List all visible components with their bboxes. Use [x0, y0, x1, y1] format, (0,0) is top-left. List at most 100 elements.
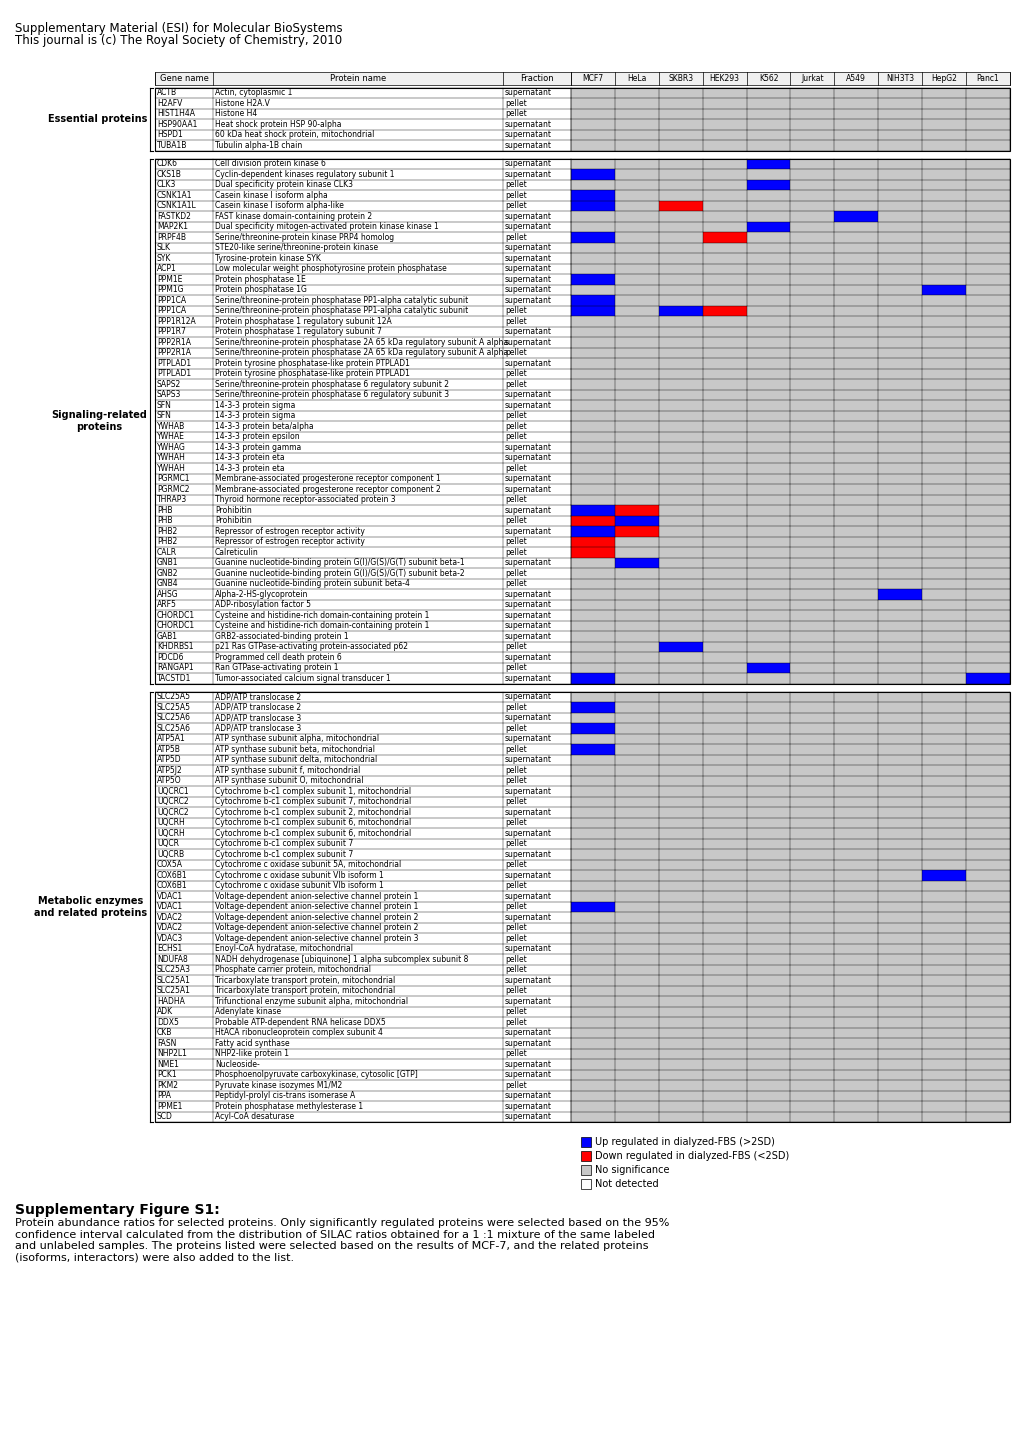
- Bar: [965, 568, 1009, 578]
- Bar: [614, 242, 658, 252]
- Bar: [965, 411, 1009, 421]
- Text: GNB2: GNB2: [157, 568, 178, 578]
- Bar: [658, 1070, 702, 1080]
- Bar: [834, 891, 877, 901]
- Text: Metabolic enzymes
and related proteins: Metabolic enzymes and related proteins: [34, 895, 147, 917]
- Bar: [834, 232, 877, 242]
- Text: TACSTD1: TACSTD1: [157, 673, 192, 682]
- Text: YWHAH: YWHAH: [157, 453, 185, 463]
- Bar: [702, 1102, 746, 1112]
- Bar: [702, 108, 746, 120]
- Bar: [921, 578, 965, 588]
- Bar: [790, 1090, 834, 1102]
- Bar: [965, 662, 1009, 673]
- Bar: [155, 98, 1009, 108]
- Bar: [790, 943, 834, 955]
- Text: pellet: pellet: [504, 232, 526, 242]
- Bar: [965, 200, 1009, 211]
- Text: ADP/ATP translocase 3: ADP/ATP translocase 3: [215, 714, 301, 722]
- Bar: [746, 252, 790, 264]
- Bar: [746, 901, 790, 911]
- Bar: [702, 411, 746, 421]
- Bar: [834, 568, 877, 578]
- Bar: [155, 463, 1009, 473]
- Bar: [877, 965, 921, 975]
- Bar: [790, 88, 834, 98]
- Bar: [658, 120, 702, 130]
- Bar: [658, 200, 702, 211]
- Text: Probable ATP-dependent RNA helicase DDX5: Probable ATP-dependent RNA helicase DDX5: [215, 1018, 385, 1027]
- Text: STE20-like serine/threonine-protein kinase: STE20-like serine/threonine-protein kina…: [215, 244, 378, 252]
- Bar: [746, 348, 790, 358]
- Bar: [965, 379, 1009, 389]
- Bar: [571, 169, 614, 179]
- Text: PPP1CA: PPP1CA: [157, 296, 185, 304]
- Text: PPM1E: PPM1E: [157, 275, 182, 284]
- Bar: [877, 140, 921, 150]
- Bar: [571, 222, 614, 232]
- Text: supernatant: supernatant: [504, 692, 551, 701]
- Bar: [702, 443, 746, 453]
- Bar: [834, 547, 877, 558]
- Bar: [614, 337, 658, 348]
- Bar: [834, 389, 877, 399]
- Bar: [571, 744, 614, 754]
- Bar: [658, 996, 702, 1007]
- Bar: [702, 348, 746, 358]
- Bar: [834, 179, 877, 190]
- Bar: [746, 1090, 790, 1102]
- Bar: [965, 578, 1009, 588]
- Bar: [790, 985, 834, 996]
- Bar: [702, 337, 746, 348]
- Bar: [834, 1090, 877, 1102]
- Bar: [790, 526, 834, 536]
- Bar: [155, 610, 1009, 620]
- Bar: [658, 1102, 702, 1112]
- Text: Calreticulin: Calreticulin: [215, 548, 259, 557]
- Text: Tyrosine-protein kinase SYK: Tyrosine-protein kinase SYK: [215, 254, 321, 262]
- Text: SLC25A5: SLC25A5: [157, 702, 191, 712]
- Bar: [702, 505, 746, 515]
- Bar: [834, 190, 877, 200]
- Bar: [746, 776, 790, 786]
- Bar: [155, 369, 1009, 379]
- Text: UQCRH: UQCRH: [157, 829, 184, 838]
- Bar: [614, 838, 658, 849]
- Bar: [614, 120, 658, 130]
- Text: supernatant: supernatant: [504, 590, 551, 598]
- Bar: [571, 642, 614, 652]
- Bar: [921, 786, 965, 796]
- Text: supernatant: supernatant: [504, 88, 551, 97]
- Bar: [702, 211, 746, 222]
- Text: KHDRBS1: KHDRBS1: [157, 642, 194, 652]
- Text: HepG2: HepG2: [930, 74, 956, 82]
- Bar: [965, 642, 1009, 652]
- Bar: [571, 120, 614, 130]
- Bar: [746, 505, 790, 515]
- Bar: [790, 1070, 834, 1080]
- Bar: [921, 766, 965, 776]
- Bar: [746, 558, 790, 568]
- Bar: [614, 1070, 658, 1080]
- Bar: [746, 652, 790, 662]
- Bar: [702, 692, 746, 702]
- Text: ATP5B: ATP5B: [157, 744, 180, 754]
- Bar: [614, 1058, 658, 1070]
- Bar: [746, 754, 790, 766]
- Text: Up regulated in dialyzed-FBS (>2SD): Up regulated in dialyzed-FBS (>2SD): [594, 1136, 774, 1146]
- Bar: [965, 98, 1009, 108]
- Bar: [790, 369, 834, 379]
- Text: Peptidyl-prolyl cis-trans isomerase A: Peptidyl-prolyl cis-trans isomerase A: [215, 1092, 355, 1100]
- Bar: [614, 610, 658, 620]
- Bar: [658, 1080, 702, 1090]
- Text: Panc1: Panc1: [976, 74, 999, 82]
- Bar: [658, 600, 702, 610]
- Text: PGRMC1: PGRMC1: [157, 474, 190, 483]
- Text: pellet: pellet: [504, 642, 526, 652]
- Text: PPP1R7: PPP1R7: [157, 327, 185, 336]
- Text: Tubulin alpha-1B chain: Tubulin alpha-1B chain: [215, 141, 302, 150]
- Bar: [746, 620, 790, 632]
- Text: HtACA ribonucleoprotein complex subunit 4: HtACA ribonucleoprotein complex subunit …: [215, 1028, 382, 1037]
- Bar: [834, 828, 877, 838]
- Bar: [155, 754, 1009, 766]
